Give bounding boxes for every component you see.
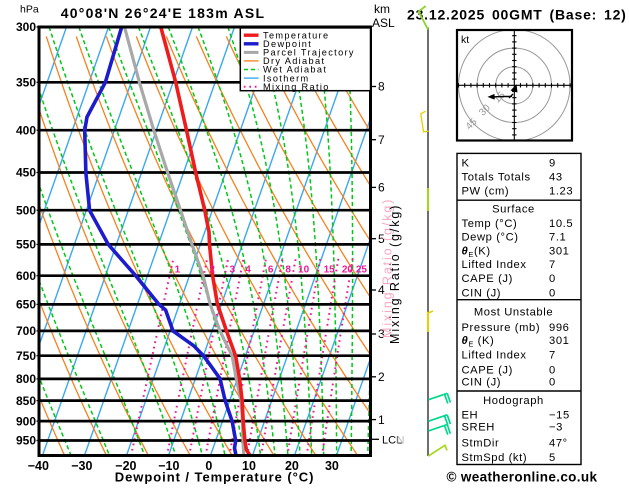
- svg-text:−10: −10: [158, 459, 179, 473]
- svg-text:CIN (J): CIN (J): [462, 377, 502, 389]
- svg-text:Pressure (mb): Pressure (mb): [462, 322, 541, 334]
- svg-text:4: 4: [245, 265, 251, 276]
- svg-text:7.1: 7.1: [549, 231, 566, 243]
- svg-text:400: 400: [16, 123, 36, 137]
- svg-text:23.12.2025 00GMT (Base: 12): 23.12.2025 00GMT (Base: 12): [407, 7, 627, 23]
- svg-text:Mixing Ratio (g/kg): Mixing Ratio (g/kg): [381, 198, 395, 338]
- svg-text:950: 950: [16, 434, 36, 448]
- svg-text:301: 301: [549, 335, 569, 347]
- svg-text:Mixing Ratio (g/kg): Mixing Ratio (g/kg): [388, 204, 402, 344]
- svg-text:900: 900: [16, 414, 36, 428]
- svg-text:20: 20: [342, 265, 354, 276]
- svg-text:0: 0: [549, 365, 556, 377]
- svg-text:Dewpoint / Temperature (°C): Dewpoint / Temperature (°C): [115, 470, 315, 485]
- svg-text:8: 8: [378, 80, 385, 94]
- svg-text:9: 9: [549, 158, 556, 170]
- svg-text:600: 600: [16, 269, 36, 283]
- svg-text:© weatheronline.co.uk: © weatheronline.co.uk: [447, 470, 598, 485]
- svg-text:θE(K): θE(K): [462, 245, 491, 258]
- svg-text:−30: −30: [71, 459, 92, 473]
- svg-text:43: 43: [549, 172, 563, 184]
- svg-text:CIN (J): CIN (J): [462, 288, 502, 300]
- svg-text:km: km: [374, 2, 390, 16]
- svg-text:20: 20: [285, 459, 299, 473]
- svg-text:ASL: ASL: [372, 16, 395, 30]
- svg-text:Dewp (°C): Dewp (°C): [462, 231, 519, 243]
- svg-text:−20: −20: [115, 459, 136, 473]
- svg-text:10: 10: [298, 265, 310, 276]
- svg-text:Most Unstable: Most Unstable: [474, 307, 553, 319]
- svg-text:StmSpd (kt): StmSpd (kt): [462, 452, 528, 464]
- svg-text:Surface: Surface: [492, 204, 535, 216]
- svg-text:6: 6: [268, 265, 274, 276]
- svg-text:10.5: 10.5: [549, 218, 573, 230]
- svg-text:7: 7: [549, 259, 556, 271]
- svg-text:550: 550: [16, 238, 36, 252]
- svg-text:Hodograph: Hodograph: [483, 395, 544, 407]
- svg-text:Dry Adiabat: Dry Adiabat: [263, 56, 325, 66]
- svg-text:Lifted Index: Lifted Index: [462, 259, 527, 271]
- svg-text:CAPE (J): CAPE (J): [462, 273, 513, 285]
- svg-text:Totals Totals: Totals Totals: [462, 172, 531, 184]
- svg-text:hPa: hPa: [20, 4, 39, 16]
- svg-text:6: 6: [378, 181, 385, 195]
- svg-text:0: 0: [549, 288, 556, 300]
- svg-text:Mixing Ratio: Mixing Ratio: [263, 82, 330, 92]
- svg-text:1: 1: [175, 265, 181, 276]
- svg-text:301: 301: [549, 245, 569, 257]
- svg-text:Wet Adiabat: Wet Adiabat: [263, 65, 327, 75]
- svg-text:30: 30: [325, 459, 339, 473]
- svg-text:−40: −40: [28, 459, 49, 473]
- svg-text:LCL: LCL: [382, 435, 402, 447]
- svg-text:K: K: [462, 158, 470, 170]
- svg-text:0: 0: [205, 459, 212, 473]
- svg-text:450: 450: [16, 166, 36, 180]
- svg-text:1.23: 1.23: [549, 186, 573, 198]
- svg-text:300: 300: [16, 20, 36, 34]
- svg-text:3: 3: [230, 265, 236, 276]
- svg-text:2: 2: [378, 370, 385, 384]
- svg-text:3: 3: [378, 327, 385, 341]
- svg-text:−3: −3: [549, 422, 563, 434]
- svg-text:500: 500: [16, 203, 36, 217]
- svg-text:StmDir: StmDir: [462, 438, 500, 450]
- svg-text:EH: EH: [462, 409, 479, 421]
- svg-text:Isotherm: Isotherm: [263, 73, 310, 83]
- svg-text:2: 2: [209, 265, 215, 276]
- svg-text:1: 1: [378, 413, 385, 427]
- svg-text:47°: 47°: [549, 438, 568, 450]
- svg-text:750: 750: [16, 349, 36, 363]
- svg-text:5: 5: [378, 232, 385, 246]
- svg-text:7: 7: [378, 133, 385, 147]
- svg-text:Dewpoint: Dewpoint: [263, 39, 312, 49]
- svg-text:N: N: [397, 435, 405, 447]
- svg-text:−15: −15: [549, 409, 570, 421]
- svg-text:kt: kt: [461, 34, 469, 46]
- svg-text:SREH: SREH: [462, 422, 495, 434]
- svg-text:0: 0: [549, 377, 556, 389]
- svg-text:4: 4: [378, 283, 385, 297]
- svg-text:800: 800: [16, 372, 36, 386]
- svg-text:7: 7: [549, 350, 556, 362]
- svg-text:Lifted Index: Lifted Index: [462, 350, 527, 362]
- svg-text:40°08'N 26°24'E 183m ASL: 40°08'N 26°24'E 183m ASL: [61, 5, 266, 21]
- svg-text:Temperature: Temperature: [263, 30, 329, 40]
- svg-text:8: 8: [285, 265, 291, 276]
- svg-text:996: 996: [549, 322, 569, 334]
- svg-text:PW (cm): PW (cm): [462, 186, 510, 198]
- svg-text:CAPE (J): CAPE (J): [462, 365, 513, 377]
- svg-text:650: 650: [16, 298, 36, 312]
- svg-text:10: 10: [242, 459, 256, 473]
- svg-text:5: 5: [549, 452, 556, 464]
- svg-text:θE (K): θE (K): [462, 335, 495, 349]
- svg-text:700: 700: [16, 324, 36, 338]
- svg-text:350: 350: [16, 76, 36, 90]
- svg-text:850: 850: [16, 394, 36, 408]
- svg-text:25: 25: [356, 265, 368, 276]
- svg-text:0: 0: [549, 273, 556, 285]
- svg-text:Temp (°C): Temp (°C): [462, 218, 518, 230]
- svg-text:15: 15: [324, 265, 336, 276]
- svg-text:Parcel Trajectory: Parcel Trajectory: [263, 48, 355, 58]
